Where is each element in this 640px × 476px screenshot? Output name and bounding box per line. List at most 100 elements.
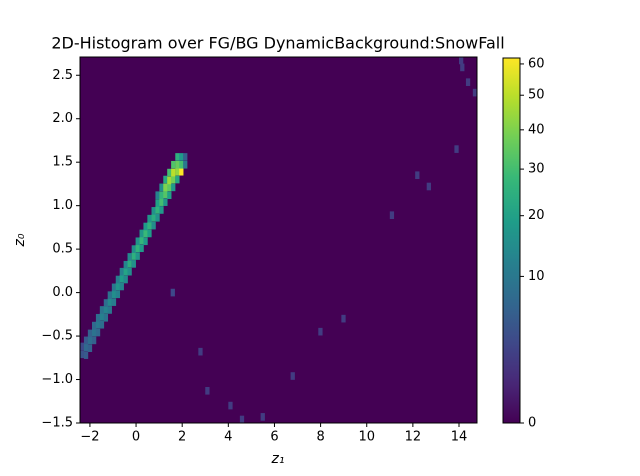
x-tick-label: 12 xyxy=(405,430,422,445)
histogram-cell xyxy=(167,191,172,200)
histogram-cell xyxy=(123,260,128,269)
histogram-cell xyxy=(260,413,265,421)
colorbar-tick-label: 0 xyxy=(528,416,536,431)
y-tick-label: 2.5 xyxy=(52,68,73,83)
histogram-cell xyxy=(175,160,180,169)
histogram-cell xyxy=(99,313,105,321)
x-axis-label: z₁ xyxy=(271,451,285,467)
histogram-cell xyxy=(167,168,172,177)
histogram-cell xyxy=(175,153,180,161)
histogram-cell xyxy=(103,313,109,322)
histogram-cell xyxy=(167,183,172,192)
histogram-cell xyxy=(175,175,180,184)
histogram-cell xyxy=(415,171,420,180)
x-tick-label: 6 xyxy=(270,430,278,445)
histogram-cell xyxy=(135,237,140,246)
histogram-cell xyxy=(147,214,152,223)
histogram-cell xyxy=(143,229,148,238)
histogram-cell xyxy=(115,290,121,299)
histogram-cell xyxy=(155,191,160,200)
histogram-cell xyxy=(151,221,156,230)
histogram-cell xyxy=(341,314,346,323)
histogram-cell xyxy=(99,320,105,329)
histogram-cell xyxy=(83,351,89,359)
histogram-cell xyxy=(87,344,93,353)
y-axis-label: z₀ xyxy=(12,233,28,247)
x-tick-label: 10 xyxy=(358,430,375,445)
plot-frame xyxy=(79,56,478,424)
histogram-cell xyxy=(131,252,136,260)
histogram-cell xyxy=(179,160,184,169)
y-tick-label: 0.0 xyxy=(52,285,73,300)
x-tick-label: −2 xyxy=(80,430,99,445)
histogram-cell xyxy=(111,290,117,299)
histogram-cell xyxy=(103,299,109,307)
histogram-cell xyxy=(159,198,164,206)
histogram-cell xyxy=(318,327,323,336)
histogram-cell xyxy=(111,283,117,292)
histogram-cell xyxy=(139,229,144,238)
histogram-cell xyxy=(87,329,93,338)
histogram-cell xyxy=(80,350,85,359)
histogram-cell xyxy=(290,372,295,380)
histogram-cell xyxy=(155,213,160,222)
histogram-cell xyxy=(147,229,152,238)
histogram-cell xyxy=(127,253,132,261)
histogram-cell xyxy=(171,168,176,177)
x-tick-label: 4 xyxy=(224,430,232,445)
histogram-cell xyxy=(239,415,245,424)
histogram-cell xyxy=(107,306,112,314)
histogram-cell xyxy=(119,282,124,291)
y-tick-label: 2.0 xyxy=(52,111,73,126)
histogram-cell xyxy=(389,211,395,220)
histogram-cell xyxy=(155,199,160,207)
histogram-cell xyxy=(159,206,164,214)
y-tick-label: 0.5 xyxy=(52,242,73,257)
histogram-cell xyxy=(460,63,465,72)
histogram-cell xyxy=(143,222,148,231)
histogram-cell xyxy=(465,78,471,86)
y-tick-label: 1.5 xyxy=(52,155,73,170)
histogram-cell xyxy=(91,336,97,345)
histogram-cell xyxy=(147,221,152,230)
histogram-cell xyxy=(123,267,128,276)
histogram-cell xyxy=(107,298,112,306)
histogram-cell xyxy=(131,245,136,253)
histogram-cell xyxy=(167,176,172,185)
histogram-cell xyxy=(135,244,140,253)
histogram-cell xyxy=(131,260,136,268)
x-tick-label: 14 xyxy=(451,430,468,445)
histogram-cell xyxy=(179,153,184,161)
colorbar-tick-label: 10 xyxy=(528,269,545,284)
y-tick-label: −0.5 xyxy=(41,329,73,344)
histogram-cell xyxy=(454,145,459,153)
histogram-cell xyxy=(95,320,101,329)
histogram-cell xyxy=(115,275,121,284)
histogram-cell xyxy=(228,401,233,410)
colorbar-tick-label: 50 xyxy=(528,88,545,103)
histogram-cell xyxy=(91,328,97,337)
histogram-cell xyxy=(95,328,101,337)
histogram-cell xyxy=(80,342,85,351)
histogram-cell xyxy=(119,274,124,283)
histogram-cell xyxy=(83,336,89,345)
x-tick-label: 2 xyxy=(178,430,186,445)
histogram-cell xyxy=(127,267,132,276)
histogram-cell xyxy=(107,291,112,299)
histogram-cell xyxy=(139,236,144,245)
x-tick-label: 8 xyxy=(316,430,324,445)
histogram-cell xyxy=(459,56,464,65)
histogram-cell xyxy=(83,343,89,352)
histogram-cell xyxy=(115,282,121,291)
colorbar-tick-label: 60 xyxy=(528,56,545,71)
histogram-cell xyxy=(159,183,164,192)
histogram-cell xyxy=(139,244,144,253)
histogram-cell xyxy=(151,207,156,215)
histogram-cell xyxy=(163,190,168,199)
histogram-cell xyxy=(135,252,140,260)
histogram-cell xyxy=(179,167,184,176)
histogram-cell xyxy=(91,321,97,330)
histogram-cell xyxy=(127,260,132,268)
histogram-cell xyxy=(99,306,105,314)
